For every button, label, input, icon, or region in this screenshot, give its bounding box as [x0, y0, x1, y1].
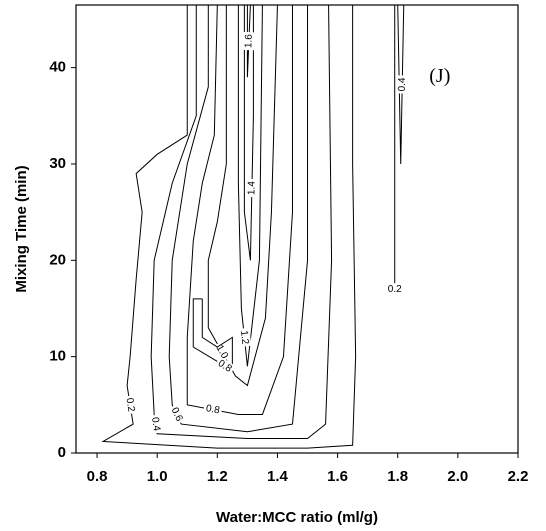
contour-line	[101, 5, 357, 449]
contour-label: 0.2	[388, 284, 402, 295]
x-tick-label: 2.0	[447, 468, 468, 485]
plot-frame	[75, 4, 519, 454]
contour-label-bg	[245, 178, 259, 198]
contour-line	[243, 5, 254, 261]
contour-label-bg	[385, 283, 404, 296]
y-tick-label: 0	[58, 444, 66, 461]
x-tick-label: 1.0	[147, 468, 168, 485]
annotation: (J)	[429, 65, 450, 87]
x-tick-label: 1.2	[207, 468, 228, 485]
x-axis-label: Water:MCC ratio (ml/g)	[216, 509, 378, 526]
contour-label-bg	[202, 402, 223, 418]
contour-label: 0.8	[205, 403, 221, 416]
contour-line	[246, 4, 251, 78]
contour-label: 0.4	[149, 416, 162, 432]
y-axis-label: Mixing Time (min)	[13, 165, 30, 292]
contour-line	[168, 5, 309, 433]
y-tick-label: 40	[49, 59, 66, 76]
y-tick-label: 30	[49, 155, 66, 172]
contour-label-bg	[148, 414, 163, 434]
contour-label: 0.2	[123, 397, 136, 413]
contour-label: 1.4	[246, 181, 257, 196]
contour-label-bg	[396, 75, 409, 94]
contour-label-bg	[122, 395, 138, 415]
contour-label-bg	[237, 327, 252, 347]
contour-label-bg	[167, 403, 186, 426]
contour-label: 0.6	[169, 406, 185, 424]
contour-label: 1.2	[238, 330, 250, 345]
x-tick-label: 2.2	[508, 468, 529, 485]
x-tick-label: 1.4	[267, 468, 289, 485]
y-tick-label: 10	[49, 348, 66, 365]
contour-label: 0.4	[397, 77, 408, 92]
contour-label: 1.6	[243, 34, 255, 49]
contour-line	[207, 4, 278, 387]
x-tick-label: 1.6	[327, 468, 348, 485]
contour-label-bg	[214, 356, 236, 377]
contour-line	[186, 4, 293, 415]
x-tick-label: 1.8	[387, 468, 408, 485]
x-tick-label: 0.8	[87, 468, 108, 485]
contour-line	[397, 4, 405, 164]
contour-label-bg	[242, 31, 256, 51]
y-tick-label: 20	[49, 251, 66, 268]
